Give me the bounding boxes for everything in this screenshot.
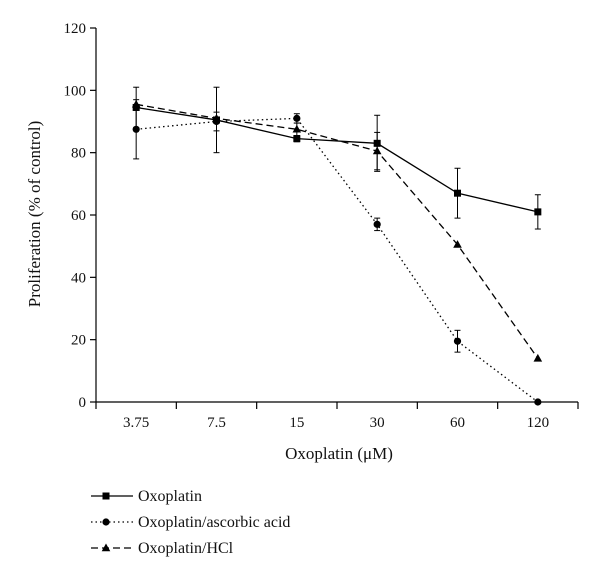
circle-marker [293, 114, 301, 122]
y-tick-label: 40 [71, 270, 86, 286]
y-tick-label: 80 [71, 146, 86, 162]
x-axis-label: Oxoplatin (μM) [285, 444, 393, 463]
circle-marker [132, 125, 140, 133]
y-tick-label: 120 [64, 21, 87, 37]
y-tick-label: 60 [71, 208, 86, 224]
triangle-marker [101, 543, 111, 552]
series-line [136, 117, 539, 403]
series-layer [131, 86, 543, 406]
y-tick-label: 20 [71, 333, 86, 349]
tick-labels: 0 20 40 60 80 100 120 3.75 7.5 15 30 60 120 [64, 21, 550, 431]
legend-label: Oxoplatin [138, 488, 202, 505]
triangle-marker [372, 146, 382, 155]
square-marker [102, 492, 110, 500]
square-marker [454, 189, 461, 197]
circle-marker [453, 337, 462, 345]
series-square [132, 86, 542, 230]
legend-entry: Oxoplatin [91, 488, 202, 505]
x-tick-label: 7.5 [207, 415, 226, 431]
circle-marker [534, 398, 542, 406]
circle-marker [102, 518, 110, 526]
legend-label: Oxoplatin/HCl [138, 540, 234, 557]
x-tick-label: 60 [450, 415, 465, 431]
triangle-marker [533, 353, 543, 362]
legend-entry: Oxoplatin/HCl [91, 540, 234, 557]
y-tick-label: 100 [64, 83, 87, 99]
series-line [136, 103, 539, 359]
x-tick-label: 15 [289, 415, 304, 431]
triangle-marker [292, 124, 302, 133]
legend-label: Oxoplatin/ascorbic acid [138, 514, 290, 531]
x-tick-label: 3.75 [123, 415, 149, 431]
y-axis-label: Proliferation (% of control) [25, 121, 44, 307]
x-tick-label: 30 [370, 415, 385, 431]
series-circle [132, 99, 542, 406]
y-tick-label: 0 [79, 395, 87, 411]
axes [90, 27, 579, 409]
square-marker [534, 208, 542, 216]
series-line [136, 106, 538, 213]
legend: Oxoplatin Oxoplatin/ascorbic acid Oxoplati… [91, 488, 290, 557]
series-triangle [131, 99, 543, 362]
x-tick-label: 120 [527, 415, 550, 431]
square-marker [293, 135, 301, 143]
legend-entry: Oxoplatin/ascorbic acid [91, 514, 290, 531]
triangle-marker [453, 240, 462, 248]
triangle-marker [212, 113, 221, 122]
circle-marker [373, 220, 381, 228]
triangle-marker [131, 99, 141, 108]
